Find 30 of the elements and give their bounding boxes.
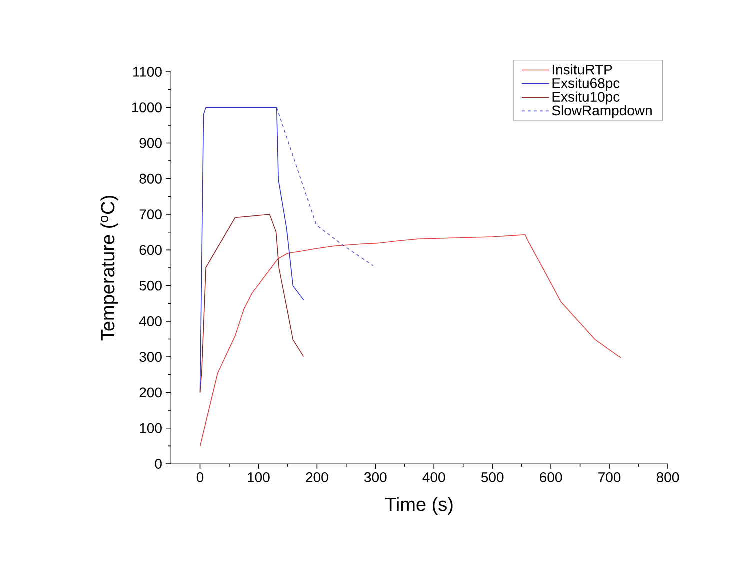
x-tick-label: 600 (540, 472, 562, 482)
y-tick-label: 300 (140, 352, 162, 362)
y-tick-label: 600 (140, 245, 162, 256)
x-axis-title: Time (s) (385, 497, 453, 515)
y-tick-label: 0 (155, 459, 162, 469)
y-tick-label: 500 (140, 280, 162, 291)
y-tick-label: 1100 (133, 67, 162, 77)
x-tick-label: 200 (306, 472, 328, 482)
legend-label: Exsitu68pc (552, 78, 620, 92)
y-tick-label: 800 (140, 174, 162, 184)
y-tick-label: 200 (140, 388, 162, 398)
y-tick-label: 1000 (132, 102, 162, 113)
x-tick-label: 0 (196, 472, 204, 482)
x-tick-label: 700 (598, 472, 621, 482)
y-tick-label: 100 (140, 423, 162, 434)
legend-label: SlowRampdown (552, 105, 652, 118)
y-tick-label: 900 (140, 138, 162, 148)
x-tick-label: 800 (656, 472, 680, 482)
legend-label: InsituRTP (552, 64, 612, 75)
y-tick-label: 700 (140, 210, 162, 220)
x-tick-label: 300 (364, 472, 387, 482)
line-series (200, 234, 622, 447)
x-tick-label: 400 (422, 472, 446, 482)
y-axis-title: Temperature ($^{o}$C) (100, 196, 118, 341)
y-tick-label: 400 (139, 316, 162, 326)
x-tick-label: 100 (248, 472, 270, 482)
line-series (200, 214, 304, 394)
legend-label: Exsitu10pc (552, 92, 620, 105)
x-tick-label: 500 (481, 472, 504, 482)
line-series (276, 107, 374, 266)
